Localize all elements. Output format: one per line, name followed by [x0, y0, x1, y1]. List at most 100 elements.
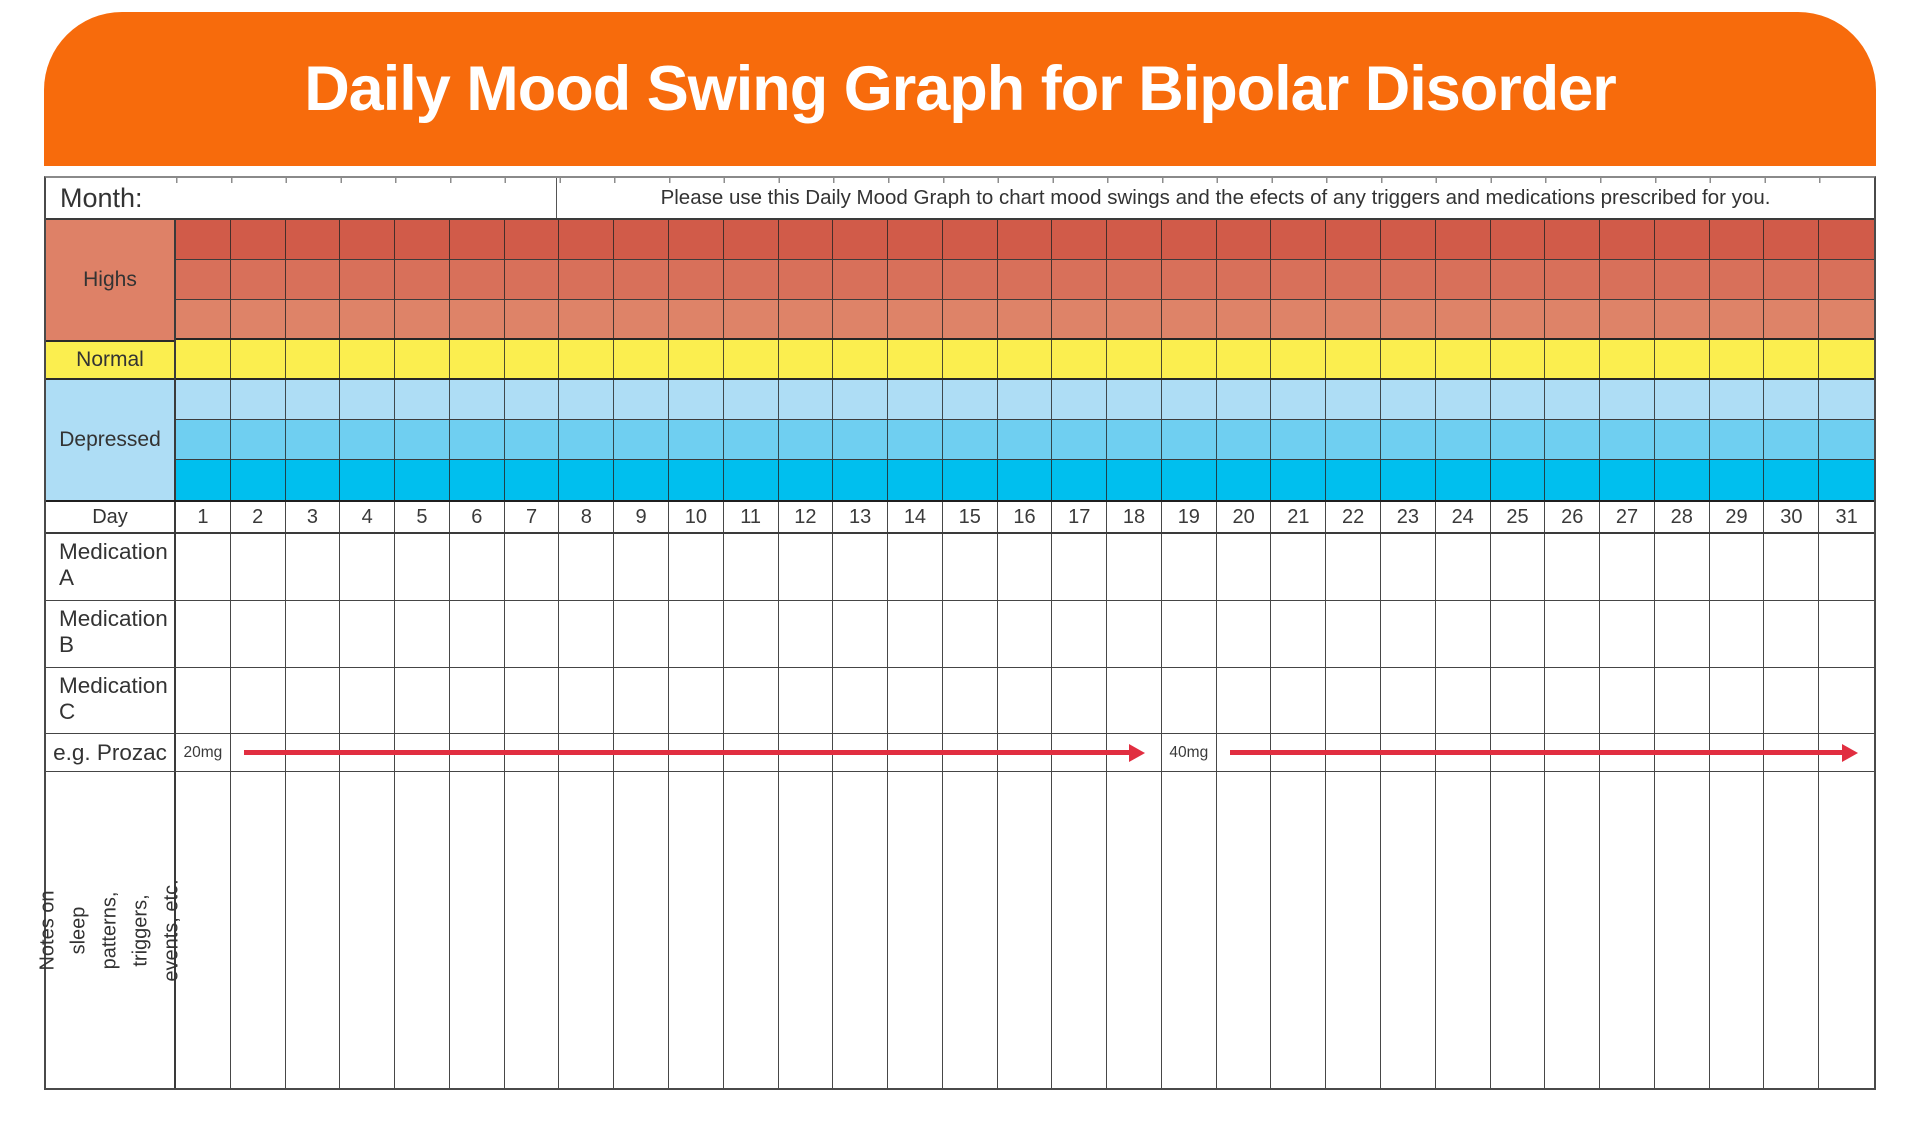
mood-cell[interactable] — [614, 460, 669, 500]
medication-cell[interactable] — [1491, 534, 1546, 600]
mood-cell[interactable] — [176, 300, 231, 338]
medication-cell[interactable] — [1764, 601, 1820, 667]
mood-cell[interactable] — [505, 220, 560, 259]
mood-cell[interactable] — [1545, 340, 1601, 378]
medication-cell[interactable] — [340, 601, 396, 667]
mood-cell[interactable] — [1655, 260, 1710, 299]
medication-cell[interactable] — [1052, 601, 1108, 667]
mood-cell[interactable] — [450, 420, 505, 459]
medication-cell[interactable] — [1436, 668, 1491, 733]
mood-cell[interactable] — [779, 420, 834, 459]
mood-cell[interactable] — [724, 380, 779, 419]
mood-cell[interactable] — [340, 460, 396, 500]
mood-cell[interactable] — [176, 340, 231, 378]
medication-cell[interactable] — [1655, 668, 1710, 733]
mood-cell[interactable] — [231, 220, 286, 259]
mood-cell[interactable] — [286, 340, 341, 378]
mood-cell[interactable] — [888, 420, 943, 459]
mood-cell[interactable] — [1326, 380, 1382, 419]
mood-cell[interactable] — [231, 380, 286, 419]
notes-cell[interactable] — [779, 772, 834, 1088]
medication-cell[interactable] — [943, 668, 998, 733]
mood-cell[interactable] — [395, 420, 450, 459]
mood-cell[interactable] — [1381, 420, 1436, 459]
medication-cell[interactable] — [1162, 668, 1217, 733]
medication-cell[interactable] — [998, 601, 1053, 667]
notes-cell[interactable] — [614, 772, 669, 1088]
mood-cell[interactable] — [1819, 460, 1874, 500]
medication-cell[interactable] — [833, 534, 889, 600]
mood-cell[interactable] — [1600, 340, 1655, 378]
mood-cell[interactable] — [943, 420, 998, 459]
notes-cell[interactable] — [998, 772, 1053, 1088]
mood-cell[interactable] — [724, 260, 779, 299]
mood-cell[interactable] — [1107, 220, 1162, 259]
notes-cell[interactable] — [1655, 772, 1710, 1088]
mood-cell[interactable] — [1217, 220, 1272, 259]
mood-cell[interactable] — [1710, 340, 1765, 378]
medication-cell[interactable] — [1819, 534, 1874, 600]
mood-cell[interactable] — [340, 340, 396, 378]
mood-cell[interactable] — [1545, 460, 1601, 500]
mood-cell[interactable] — [1326, 260, 1382, 299]
mood-cell[interactable] — [669, 420, 724, 459]
notes-cell[interactable] — [1271, 772, 1327, 1088]
medication-cell[interactable] — [1271, 668, 1327, 733]
mood-cell[interactable] — [614, 340, 669, 378]
medication-cell[interactable] — [1381, 668, 1436, 733]
mood-cell[interactable] — [1819, 420, 1874, 459]
medication-cell[interactable] — [1600, 534, 1655, 600]
mood-cell[interactable] — [1764, 420, 1820, 459]
mood-cell[interactable] — [176, 260, 231, 299]
mood-cell[interactable] — [943, 300, 998, 338]
mood-cell[interactable] — [1710, 460, 1765, 500]
mood-cell[interactable] — [340, 420, 396, 459]
medication-cell[interactable] — [231, 668, 286, 733]
medication-cell[interactable] — [286, 668, 341, 733]
medication-cell[interactable] — [1271, 534, 1327, 600]
mood-cell[interactable] — [888, 380, 943, 419]
mood-cell[interactable] — [1764, 300, 1820, 338]
notes-cell[interactable] — [1436, 772, 1491, 1088]
medication-cell[interactable] — [395, 668, 450, 733]
medication-cell[interactable] — [943, 534, 998, 600]
medication-cell[interactable] — [176, 534, 231, 600]
medication-cell[interactable] — [888, 601, 943, 667]
mood-cell[interactable] — [1655, 460, 1710, 500]
mood-cell[interactable] — [450, 460, 505, 500]
mood-cell[interactable] — [450, 260, 505, 299]
mood-cell[interactable] — [998, 220, 1053, 259]
mood-cell[interactable] — [231, 260, 286, 299]
mood-cell[interactable] — [1545, 260, 1601, 299]
mood-cell[interactable] — [1819, 380, 1874, 419]
mood-cell[interactable] — [1271, 460, 1327, 500]
medication-cell[interactable] — [614, 534, 669, 600]
mood-cell[interactable] — [669, 460, 724, 500]
mood-cell[interactable] — [1381, 460, 1436, 500]
notes-cell[interactable] — [1381, 772, 1436, 1088]
mood-cell[interactable] — [1819, 300, 1874, 338]
mood-cell[interactable] — [286, 380, 341, 419]
mood-cell[interactable] — [779, 260, 834, 299]
mood-cell[interactable] — [1655, 420, 1710, 459]
notes-cell[interactable] — [1491, 772, 1546, 1088]
mood-cell[interactable] — [559, 420, 615, 459]
mood-cell[interactable] — [779, 340, 834, 378]
mood-cell[interactable] — [1600, 300, 1655, 338]
medication-cell[interactable] — [340, 534, 396, 600]
mood-cell[interactable] — [1162, 220, 1217, 259]
mood-cell[interactable] — [1271, 380, 1327, 419]
medication-cell[interactable] — [779, 668, 834, 733]
medication-cell[interactable] — [1107, 534, 1162, 600]
medication-cell[interactable] — [1545, 601, 1601, 667]
mood-cell[interactable] — [1436, 380, 1491, 419]
mood-cell[interactable] — [340, 380, 396, 419]
mood-cell[interactable] — [1764, 220, 1820, 259]
medication-cell[interactable] — [1600, 668, 1655, 733]
mood-cell[interactable] — [1819, 220, 1874, 259]
notes-cell[interactable] — [1052, 772, 1108, 1088]
mood-cell[interactable] — [724, 460, 779, 500]
mood-cell[interactable] — [1491, 380, 1546, 419]
medication-cell[interactable] — [559, 534, 615, 600]
medication-cell[interactable] — [450, 601, 505, 667]
